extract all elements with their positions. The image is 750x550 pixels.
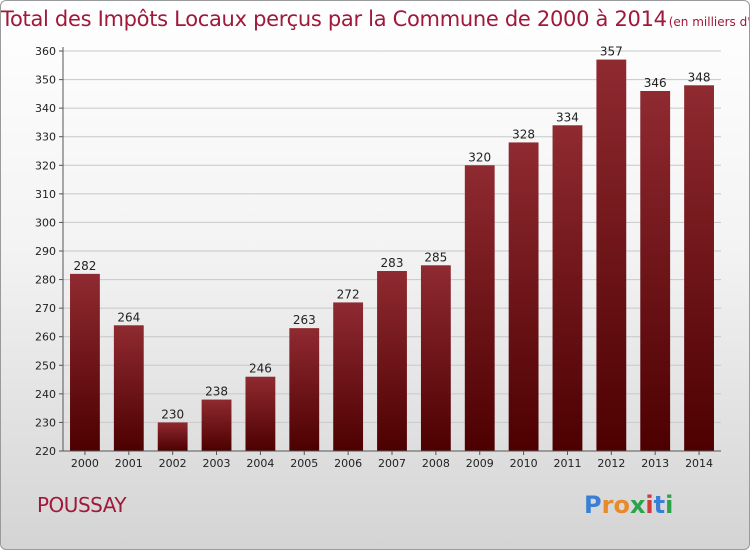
logo-letter: r	[601, 491, 614, 519]
bar	[113, 325, 144, 451]
y-tick-label: 230	[35, 416, 56, 429]
value-labels: 282 264 230 238 246 263 272 283 285 320 328 334 357 3…	[73, 45, 710, 422]
bar	[245, 376, 276, 451]
x-tick-label: 2002	[159, 457, 187, 470]
y-tick-label: 240	[35, 388, 56, 401]
x-tick-label: 2014	[685, 457, 713, 470]
value-label: 263	[293, 313, 316, 327]
y-tick-label: 340	[35, 102, 56, 115]
proxiti-logo: Proxiti	[584, 491, 673, 519]
x-tick-label: 2004	[246, 457, 274, 470]
y-tick-label: 310	[35, 188, 56, 201]
value-label: 238	[205, 385, 228, 399]
x-tick-label: 2000	[71, 457, 99, 470]
x-tick-label: 2009	[466, 457, 494, 470]
value-label: 285	[424, 250, 447, 264]
bar	[508, 142, 539, 451]
logo-letter: i	[665, 491, 674, 519]
y-tick-label: 290	[35, 245, 56, 258]
logo-letter: i	[645, 491, 654, 519]
value-label: 320	[468, 150, 491, 164]
x-tick-label: 2012	[597, 457, 625, 470]
bar	[552, 125, 583, 452]
logo-letter: o	[613, 491, 630, 519]
y-tick-label: 260	[35, 331, 56, 344]
x-axis-ticks: 2000 2001 2002 2003 2004 2005 2006 2007 2008 2009…	[71, 451, 713, 470]
y-tick-label: 270	[35, 302, 56, 315]
bar	[377, 271, 407, 451]
value-label: 346	[644, 76, 667, 90]
bar	[201, 399, 232, 451]
x-tick-label: 2011	[553, 457, 581, 470]
bar	[464, 165, 495, 452]
bar	[333, 302, 364, 451]
y-tick-label: 280	[35, 274, 56, 287]
x-tick-label: 2001	[115, 457, 143, 470]
x-tick-label: 2006	[334, 457, 362, 470]
y-tick-label: 330	[35, 131, 56, 144]
y-tick-label: 300	[35, 216, 56, 229]
value-label: 334	[556, 110, 579, 124]
y-tick-label: 360	[35, 45, 56, 58]
bar	[70, 273, 100, 451]
y-tick-label: 250	[35, 359, 56, 372]
commune-name: POUSSAY	[37, 493, 127, 517]
chart-unit: (en milliers d'€)	[668, 15, 750, 29]
value-label: 282	[73, 259, 96, 273]
bar	[640, 91, 671, 451]
value-label: 328	[512, 127, 535, 141]
y-tick-label: 350	[35, 74, 56, 87]
x-tick-label: 2003	[203, 457, 231, 470]
chart-title: Total des Impôts Locaux perçus par la Co…	[1, 7, 667, 31]
x-tick-label: 2007	[378, 457, 406, 470]
value-label: 246	[249, 362, 272, 376]
logo-letter: P	[584, 491, 602, 519]
value-label: 283	[381, 256, 404, 270]
x-tick-label: 2013	[641, 457, 669, 470]
y-tick-label: 320	[35, 159, 56, 172]
bar	[684, 85, 714, 452]
bar	[596, 59, 627, 451]
bar	[420, 265, 451, 451]
x-tick-label: 2008	[422, 457, 450, 470]
logo-letter: x	[629, 491, 646, 519]
value-label: 272	[337, 287, 360, 301]
bar	[157, 422, 188, 451]
value-label: 348	[688, 70, 711, 84]
bars	[70, 59, 714, 452]
value-label: 264	[117, 310, 140, 324]
y-tick-label: 220	[35, 445, 56, 458]
value-label: 357	[600, 45, 623, 59]
bar	[289, 328, 320, 451]
title-row: Total des Impôts Locaux perçus par la Co…	[1, 7, 750, 31]
x-tick-label: 2005	[290, 457, 318, 470]
x-tick-label: 2010	[510, 457, 538, 470]
logo-letter: t	[653, 491, 666, 519]
y-axis-ticks: 220 230 240 250 260 270 280 290 300 310 320 330 340 3…	[35, 45, 63, 458]
value-label: 230	[161, 407, 184, 421]
